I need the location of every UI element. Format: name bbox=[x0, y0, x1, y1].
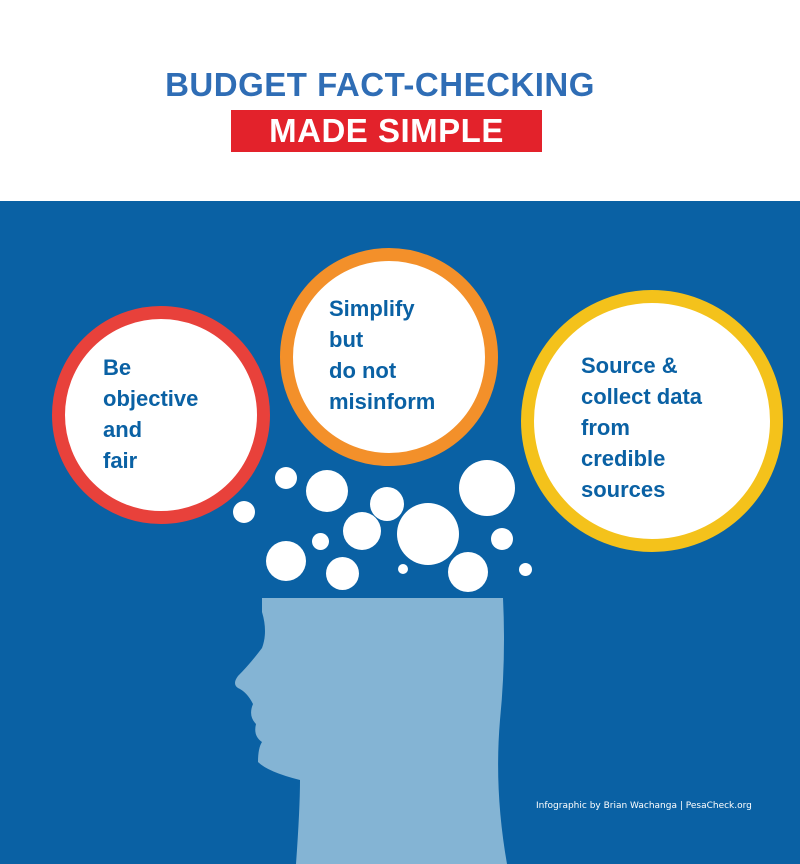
bubble-line: objective bbox=[103, 386, 199, 411]
credit-text: Infographic by Brian Wachanga | PesaChec… bbox=[536, 801, 752, 811]
bubble-line: Source & bbox=[581, 353, 678, 378]
bubble-line: misinform bbox=[329, 389, 436, 414]
title-highlight: MADE SIMPLE bbox=[231, 110, 542, 152]
bubble-simplify-text: Simplify but do not misinform bbox=[329, 293, 435, 417]
bubble-line: do not bbox=[329, 358, 397, 383]
bubble-line: from bbox=[581, 415, 630, 440]
thought-dot bbox=[233, 501, 255, 523]
thought-dot bbox=[266, 541, 306, 581]
thought-dot bbox=[326, 557, 359, 590]
bubble-line: fair bbox=[103, 448, 138, 473]
thought-dot bbox=[370, 487, 404, 521]
thought-dot bbox=[398, 564, 408, 574]
bubble-line: collect data bbox=[581, 384, 703, 409]
thought-dot bbox=[306, 470, 348, 512]
bubble-line: Simplify bbox=[329, 296, 415, 321]
thought-dot bbox=[459, 460, 515, 516]
header: BUDGET FACT-CHECKING MADE SIMPLE bbox=[0, 0, 800, 201]
thought-dot bbox=[343, 512, 381, 550]
thought-dot bbox=[491, 528, 513, 550]
bubble-objective-text: Be objective and fair bbox=[103, 352, 198, 476]
thought-dot bbox=[519, 563, 532, 576]
bubble-source-text: Source & collect data from credible sour… bbox=[581, 350, 702, 505]
thought-dot bbox=[275, 467, 297, 489]
thought-dot bbox=[312, 533, 329, 550]
bubble-line: sources bbox=[581, 477, 666, 502]
bubble-line: Be bbox=[103, 355, 132, 380]
thought-dot bbox=[448, 552, 488, 592]
bubble-line: and bbox=[103, 417, 143, 442]
bubble-line: but bbox=[329, 327, 364, 352]
bubble-line: credible bbox=[581, 446, 666, 471]
title-line-1: BUDGET FACT-CHECKING bbox=[165, 66, 595, 103]
thought-dot bbox=[397, 503, 459, 565]
